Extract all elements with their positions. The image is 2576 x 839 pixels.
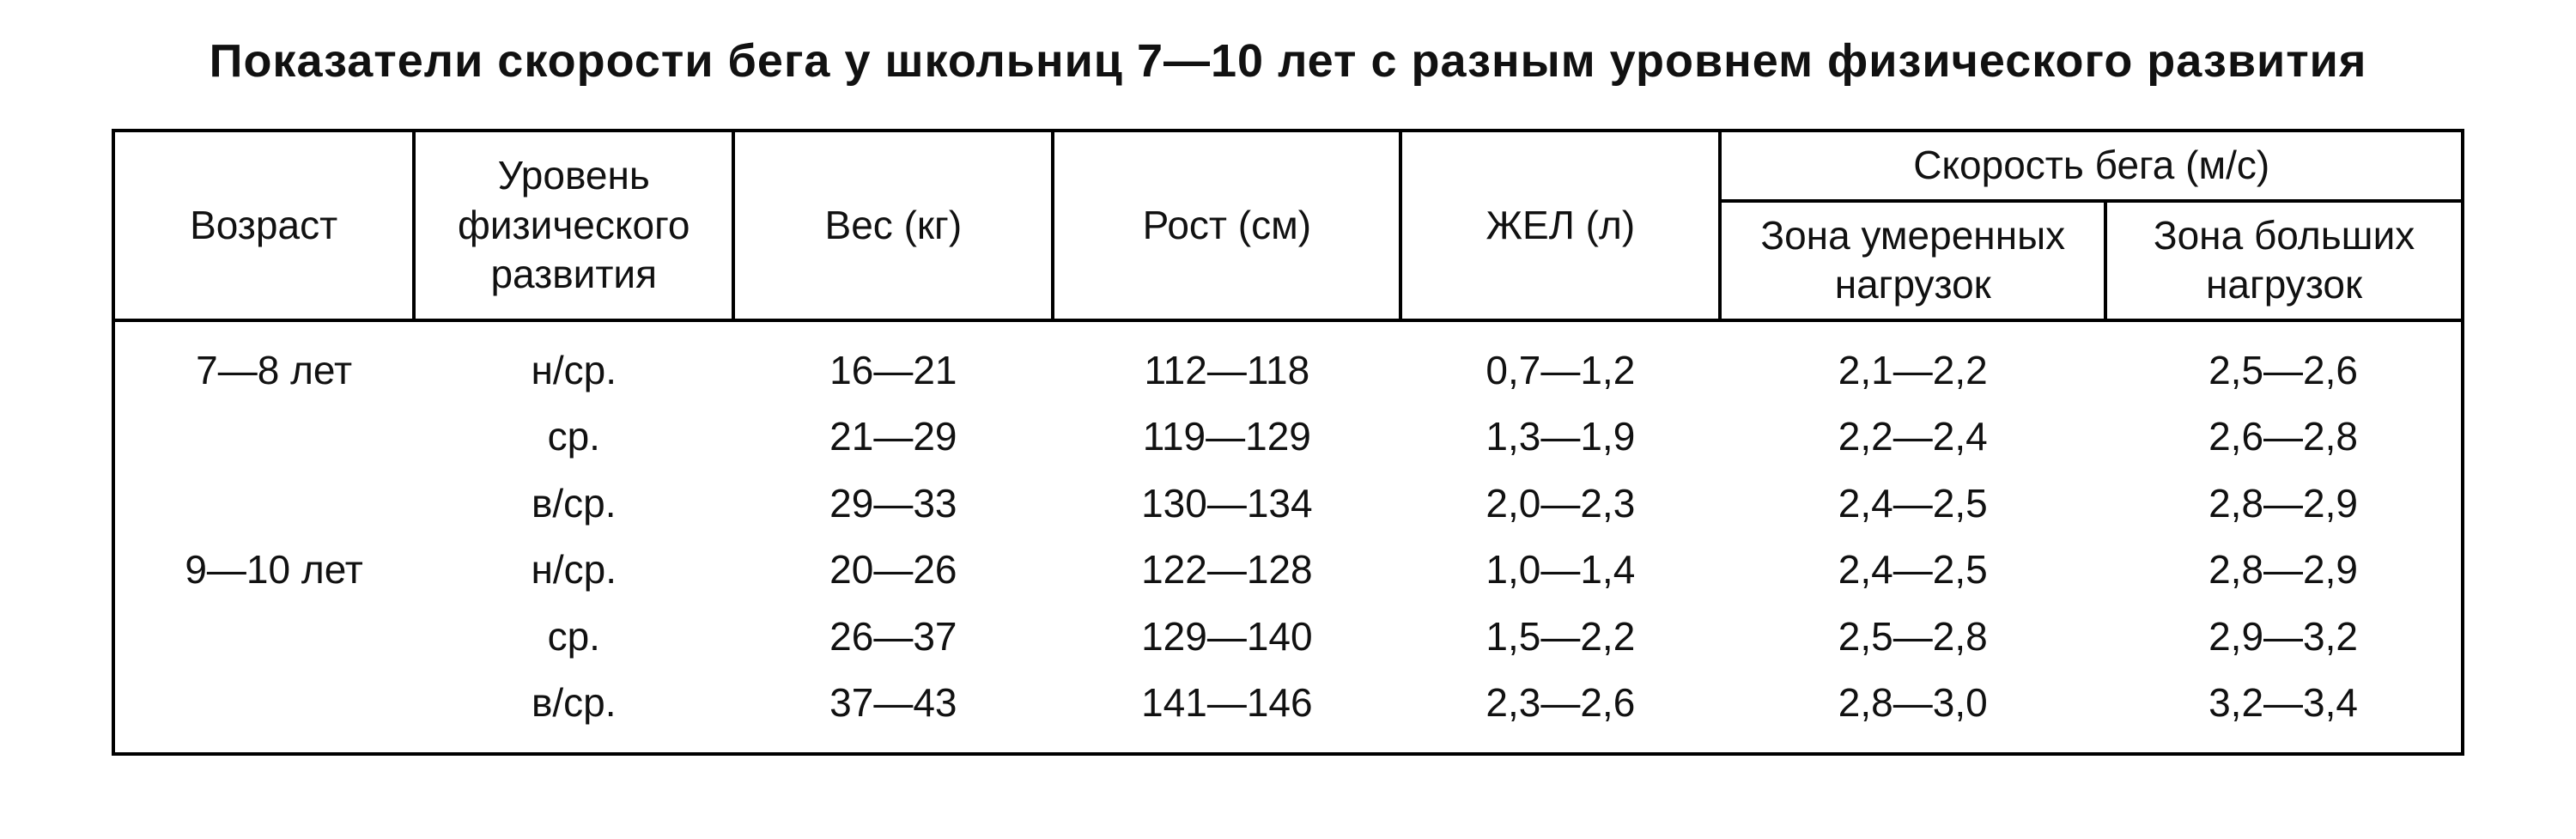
cell-vc: 1,0—1,4 bbox=[1400, 537, 1720, 604]
table-row: в/ср. 29—33 130—134 2,0—2,3 2,4—2,5 2,8—… bbox=[113, 471, 2463, 538]
cell-speed-moderate: 2,5—2,8 bbox=[1720, 604, 2105, 671]
table-row: ср. 26—37 129—140 1,5—2,2 2,5—2,8 2,9—3,… bbox=[113, 604, 2463, 671]
cell-weight: 20—26 bbox=[733, 537, 1053, 604]
cell-speed-moderate: 2,2—2,4 bbox=[1720, 404, 2105, 471]
cell-level: ср. bbox=[414, 604, 733, 671]
cell-weight: 37—43 bbox=[733, 670, 1053, 754]
cell-height: 141—146 bbox=[1053, 670, 1400, 754]
cell-speed-high: 2,6—2,8 bbox=[2105, 404, 2463, 471]
cell-speed-high: 2,9—3,2 bbox=[2105, 604, 2463, 671]
cell-weight: 21—29 bbox=[733, 404, 1053, 471]
cell-vc: 1,5—2,2 bbox=[1400, 604, 1720, 671]
cell-speed-high: 3,2—3,4 bbox=[2105, 670, 2463, 754]
cell-speed-high: 2,8—2,9 bbox=[2105, 471, 2463, 538]
col-header-level: Уровень физического развития bbox=[414, 131, 733, 320]
cell-speed-moderate: 2,4—2,5 bbox=[1720, 537, 2105, 604]
table-row: 7—8 лет н/ср. 16—21 112—118 0,7—1,2 2,1—… bbox=[113, 320, 2463, 404]
col-header-height: Рост (см) bbox=[1053, 131, 1400, 320]
cell-height: 130—134 bbox=[1053, 471, 1400, 538]
cell-vc: 1,3—1,9 bbox=[1400, 404, 1720, 471]
col-header-vc: ЖЕЛ (л) bbox=[1400, 131, 1720, 320]
table-row: в/ср. 37—43 141—146 2,3—2,6 2,8—3,0 3,2—… bbox=[113, 670, 2463, 754]
data-table: Возраст Уровень физического развития Вес… bbox=[112, 129, 2464, 756]
cell-age bbox=[113, 471, 414, 538]
cell-vc: 2,3—2,6 bbox=[1400, 670, 1720, 754]
cell-level: в/ср. bbox=[414, 471, 733, 538]
page: Показатели скорости бега у школьниц 7—10… bbox=[0, 0, 2576, 839]
cell-weight: 26—37 bbox=[733, 604, 1053, 671]
cell-level: н/ср. bbox=[414, 537, 733, 604]
cell-speed-moderate: 2,1—2,2 bbox=[1720, 320, 2105, 404]
cell-vc: 0,7—1,2 bbox=[1400, 320, 1720, 404]
col-header-weight: Вес (кг) bbox=[733, 131, 1053, 320]
cell-speed-high: 2,8—2,9 bbox=[2105, 537, 2463, 604]
cell-age bbox=[113, 604, 414, 671]
cell-age: 9—10 лет bbox=[113, 537, 414, 604]
cell-speed-moderate: 2,8—3,0 bbox=[1720, 670, 2105, 754]
table-row: 9—10 лет н/ср. 20—26 122—128 1,0—1,4 2,4… bbox=[113, 537, 2463, 604]
cell-weight: 29—33 bbox=[733, 471, 1053, 538]
table-title: Показатели скорости бега у школьниц 7—10… bbox=[112, 34, 2464, 88]
cell-level: н/ср. bbox=[414, 320, 733, 404]
col-header-speed-moderate: Зона умеренных нагрузок bbox=[1720, 201, 2105, 320]
cell-age bbox=[113, 404, 414, 471]
cell-age bbox=[113, 670, 414, 754]
cell-height: 129—140 bbox=[1053, 604, 1400, 671]
cell-age: 7—8 лет bbox=[113, 320, 414, 404]
cell-speed-high: 2,5—2,6 bbox=[2105, 320, 2463, 404]
cell-level: ср. bbox=[414, 404, 733, 471]
col-header-speed-group: Скорость бега (м/с) bbox=[1720, 131, 2463, 201]
table-body: 7—8 лет н/ср. 16—21 112—118 0,7—1,2 2,1—… bbox=[113, 320, 2463, 754]
col-header-age: Возраст bbox=[113, 131, 414, 320]
cell-vc: 2,0—2,3 bbox=[1400, 471, 1720, 538]
cell-height: 122—128 bbox=[1053, 537, 1400, 604]
table-header: Возраст Уровень физического развития Вес… bbox=[113, 131, 2463, 320]
col-header-speed-high: Зона больших нагрузок bbox=[2105, 201, 2463, 320]
table-row: ср. 21—29 119—129 1,3—1,9 2,2—2,4 2,6—2,… bbox=[113, 404, 2463, 471]
cell-speed-moderate: 2,4—2,5 bbox=[1720, 471, 2105, 538]
cell-weight: 16—21 bbox=[733, 320, 1053, 404]
cell-level: в/ср. bbox=[414, 670, 733, 754]
cell-height: 119—129 bbox=[1053, 404, 1400, 471]
cell-height: 112—118 bbox=[1053, 320, 1400, 404]
